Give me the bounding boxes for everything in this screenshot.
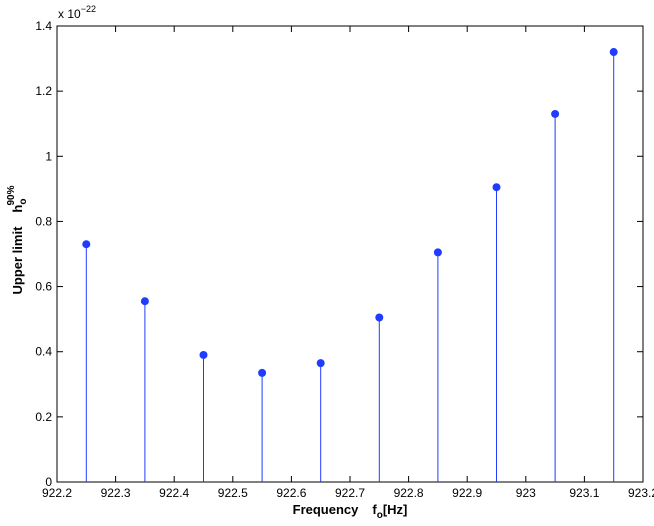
y-tick-label: 0.2 bbox=[35, 410, 52, 424]
x-tick-label: 922.5 bbox=[218, 486, 248, 500]
x-tick-label: 923 bbox=[516, 486, 536, 500]
stem-marker bbox=[492, 183, 501, 192]
x-label-text: Frequency bbox=[293, 502, 360, 517]
x-label-unit: [Hz] bbox=[383, 502, 408, 517]
x-tick-label: 922.6 bbox=[276, 486, 306, 500]
stem-marker bbox=[140, 297, 149, 306]
stem-marker bbox=[316, 359, 325, 368]
stem-marker bbox=[609, 48, 618, 57]
x-tick-label: 922.9 bbox=[452, 486, 482, 500]
stem-marker bbox=[82, 240, 91, 249]
x-tick-label: 923.1 bbox=[569, 486, 599, 500]
x-tick-label: 922.4 bbox=[159, 486, 189, 500]
x-label-symbol: f bbox=[372, 502, 377, 517]
y-label-superscript: 90% bbox=[6, 185, 17, 205]
x-tick-label: 922.8 bbox=[394, 486, 424, 500]
y-tick-label: 0.6 bbox=[35, 280, 52, 294]
exponent-label: x 10−22 bbox=[58, 4, 96, 21]
y-tick-label: 1.4 bbox=[35, 19, 52, 33]
y-label-subscript: o bbox=[18, 199, 29, 205]
y-label-text: Upper limit bbox=[10, 226, 25, 295]
x-tick-label: 922.7 bbox=[335, 486, 365, 500]
x-tick-label: 923.2 bbox=[628, 486, 654, 500]
y-axis-label: Upper limit ho90% bbox=[6, 185, 29, 294]
x-tick-label: 922.2 bbox=[42, 486, 72, 500]
exponent-base: x 10 bbox=[58, 7, 81, 21]
stem-marker bbox=[375, 313, 384, 322]
x-tick-label: 922.3 bbox=[101, 486, 131, 500]
stem-marker bbox=[551, 109, 560, 118]
y-tick-label: 1.2 bbox=[35, 84, 52, 98]
x-axis-label: Frequency fo[Hz] bbox=[293, 502, 408, 521]
y-tick-label: 0.4 bbox=[35, 345, 52, 359]
y-tick-label: 0.8 bbox=[35, 214, 52, 228]
x-label-subscript: o bbox=[377, 510, 383, 521]
y-label-symbol: h bbox=[10, 205, 25, 213]
stem-marker bbox=[199, 350, 208, 359]
y-tick-label: 0 bbox=[45, 475, 52, 489]
stem-marker bbox=[433, 248, 442, 257]
stem-marker bbox=[258, 368, 267, 377]
y-tick-label: 1 bbox=[45, 149, 52, 163]
exponent-power: −22 bbox=[81, 4, 96, 14]
